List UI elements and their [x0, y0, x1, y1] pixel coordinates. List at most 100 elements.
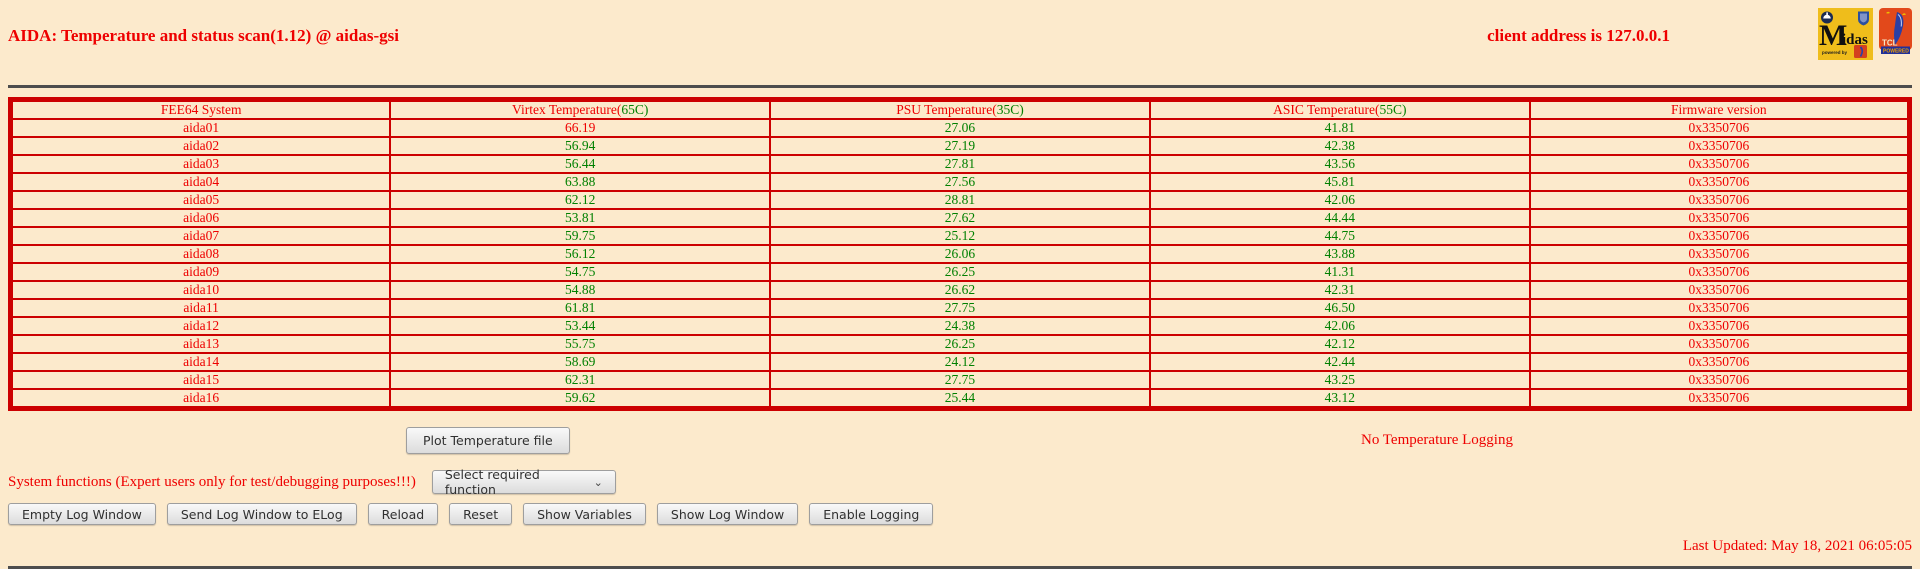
column-label: Firmware version	[1671, 102, 1767, 117]
midas-logo-icon[interactable]: M idas powered by	[1818, 8, 1873, 60]
cell-asic-temperature: 42.06	[1148, 316, 1531, 336]
cell-asic-temperature: 42.38	[1148, 136, 1531, 156]
logo-group: M idas powered by TCL POWERED	[1818, 8, 1912, 60]
table-row: aida14 58.69 24.12 42.44 0x3350706	[9, 352, 1911, 372]
cell-asic-temperature: 43.88	[1148, 244, 1531, 264]
column-label: ASIC Temperature(	[1273, 102, 1380, 117]
cell-asic-temperature: 45.81	[1148, 172, 1531, 192]
table-row: aida08 56.12 26.06 43.88 0x3350706	[9, 244, 1911, 264]
cell-firmware-version: 0x3350706	[1528, 262, 1911, 282]
cell-system-name: aida12	[9, 316, 392, 336]
cell-firmware-version: 0x3350706	[1528, 280, 1911, 300]
show-variables-button[interactable]: Show Variables	[523, 503, 646, 525]
column-header-psu-temperature: PSU Temperature(35C)	[769, 98, 1151, 120]
cell-system-name: aida01	[9, 118, 392, 138]
cell-system-name: aida15	[9, 370, 392, 390]
cell-system-name: aida14	[9, 352, 392, 372]
function-select[interactable]: Select required function ⌄	[431, 467, 616, 497]
cell-virtex-temperature: 55.75	[389, 334, 772, 354]
send-log-window-to-elog-button[interactable]: Send Log Window to ELog	[166, 503, 357, 525]
page-title: AIDA: Temperature and status scan(1.12) …	[8, 26, 399, 45]
cell-system-name: aida11	[9, 298, 392, 318]
plot-temperature-file-button[interactable]: Plot Temperature file	[406, 427, 570, 454]
function-select-value: Select required function	[444, 467, 540, 497]
cell-asic-temperature: 43.12	[1148, 388, 1531, 410]
cell-firmware-version: 0x3350706	[1528, 316, 1911, 336]
cell-virtex-temperature: 56.94	[389, 136, 772, 156]
cell-virtex-temperature: 61.81	[389, 298, 772, 318]
tcl-logo-text: TCL	[1882, 39, 1898, 48]
column-header-fee64-system: FEE64 System	[9, 98, 392, 120]
midas-logo-m: M	[1819, 19, 1847, 52]
column-header-firmware-version: Firmware version	[1528, 98, 1911, 120]
table-row: aida03 56.44 27.81 43.56 0x3350706	[9, 154, 1911, 174]
cell-system-name: aida16	[9, 388, 392, 410]
cell-system-name: aida07	[9, 226, 392, 246]
tcl-powered-logo-icon[interactable]: TCL POWERED	[1879, 8, 1912, 54]
log-button-row: Empty Log Window Send Log Window to ELog…	[8, 503, 1912, 525]
cell-firmware-version: 0x3350706	[1528, 154, 1911, 174]
cell-system-name: aida03	[9, 154, 392, 174]
table-row: aida16 59.62 25.44 43.12 0x3350706	[9, 388, 1911, 410]
cell-virtex-temperature: 63.88	[389, 172, 772, 192]
cell-psu-temperature: 27.62	[769, 208, 1151, 228]
cell-asic-temperature: 46.50	[1148, 298, 1531, 318]
cell-asic-temperature: 42.12	[1148, 334, 1531, 354]
cell-virtex-temperature: 56.12	[389, 244, 772, 264]
cell-asic-temperature: 42.31	[1148, 280, 1531, 300]
enable-logging-button[interactable]: Enable Logging	[809, 503, 934, 525]
table-row: aida11 61.81 27.75 46.50 0x3350706	[9, 298, 1911, 318]
cell-firmware-version: 0x3350706	[1528, 226, 1911, 246]
cell-psu-temperature: 27.75	[769, 298, 1151, 318]
midas-logo-text: idas	[1842, 32, 1868, 48]
cell-psu-temperature: 28.81	[769, 190, 1151, 210]
cell-virtex-temperature: 54.88	[389, 280, 772, 300]
table-row: aida02 56.94 27.19 42.38 0x3350706	[9, 136, 1911, 156]
column-header-virtex-temperature: Virtex Temperature(65C)	[389, 98, 772, 120]
cell-psu-temperature: 27.19	[769, 136, 1151, 156]
cell-virtex-temperature: 54.75	[389, 262, 772, 282]
cell-psu-temperature: 24.38	[769, 316, 1151, 336]
cell-firmware-version: 0x3350706	[1528, 352, 1911, 372]
empty-log-window-button[interactable]: Empty Log Window	[8, 503, 156, 525]
table-row: aida09 54.75 26.25 41.31 0x3350706	[9, 262, 1911, 282]
cell-virtex-temperature: 59.62	[389, 388, 772, 410]
table-row: aida06 53.81 27.62 44.44 0x3350706	[9, 208, 1911, 228]
client-address: client address is 127.0.0.1	[1487, 26, 1670, 45]
cell-firmware-version: 0x3350706	[1528, 208, 1911, 228]
cell-system-name: aida13	[9, 334, 392, 354]
cell-asic-temperature: 44.44	[1148, 208, 1531, 228]
show-log-window-button[interactable]: Show Log Window	[656, 503, 799, 525]
cell-virtex-temperature: 59.75	[389, 226, 772, 246]
plot-row: Plot Temperature file No Temperature Log…	[8, 427, 1912, 454]
temperature-table-body: aida01 66.19 27.06 41.81 0x3350706 aida0…	[9, 118, 1911, 410]
cell-system-name: aida09	[9, 262, 392, 282]
cell-firmware-version: 0x3350706	[1528, 136, 1911, 156]
column-threshold: 55C)	[1379, 102, 1407, 117]
header: AIDA: Temperature and status scan(1.12) …	[8, 0, 1912, 60]
top-divider	[8, 85, 1912, 88]
cell-psu-temperature: 27.56	[769, 172, 1151, 192]
cell-system-name: aida02	[9, 136, 392, 156]
cell-virtex-temperature: 62.31	[389, 370, 772, 390]
reload-button[interactable]: Reload	[367, 503, 439, 525]
cell-asic-temperature: 43.25	[1148, 370, 1531, 390]
chevron-down-icon: ⌄	[593, 475, 603, 489]
table-row: aida10 54.88 26.62 42.31 0x3350706	[9, 280, 1911, 300]
system-functions-row: System functions (Expert users only for …	[8, 467, 1912, 497]
cell-psu-temperature: 27.81	[769, 154, 1151, 174]
cell-psu-temperature: 25.44	[769, 388, 1151, 410]
table-row: aida01 66.19 27.06 41.81 0x3350706	[9, 118, 1911, 138]
cell-system-name: aida06	[9, 208, 392, 228]
cell-system-name: aida10	[9, 280, 392, 300]
cell-firmware-version: 0x3350706	[1528, 370, 1911, 390]
cell-virtex-temperature: 58.69	[389, 352, 772, 372]
cell-asic-temperature: 42.06	[1148, 190, 1531, 210]
reset-button[interactable]: Reset	[449, 503, 513, 525]
cell-system-name: aida08	[9, 244, 392, 264]
table-row: aida05 62.12 28.81 42.06 0x3350706	[9, 190, 1911, 210]
table-row: aida12 53.44 24.38 42.06 0x3350706	[9, 316, 1911, 336]
column-label: FEE64 System	[160, 102, 242, 117]
cell-firmware-version: 0x3350706	[1528, 298, 1911, 318]
